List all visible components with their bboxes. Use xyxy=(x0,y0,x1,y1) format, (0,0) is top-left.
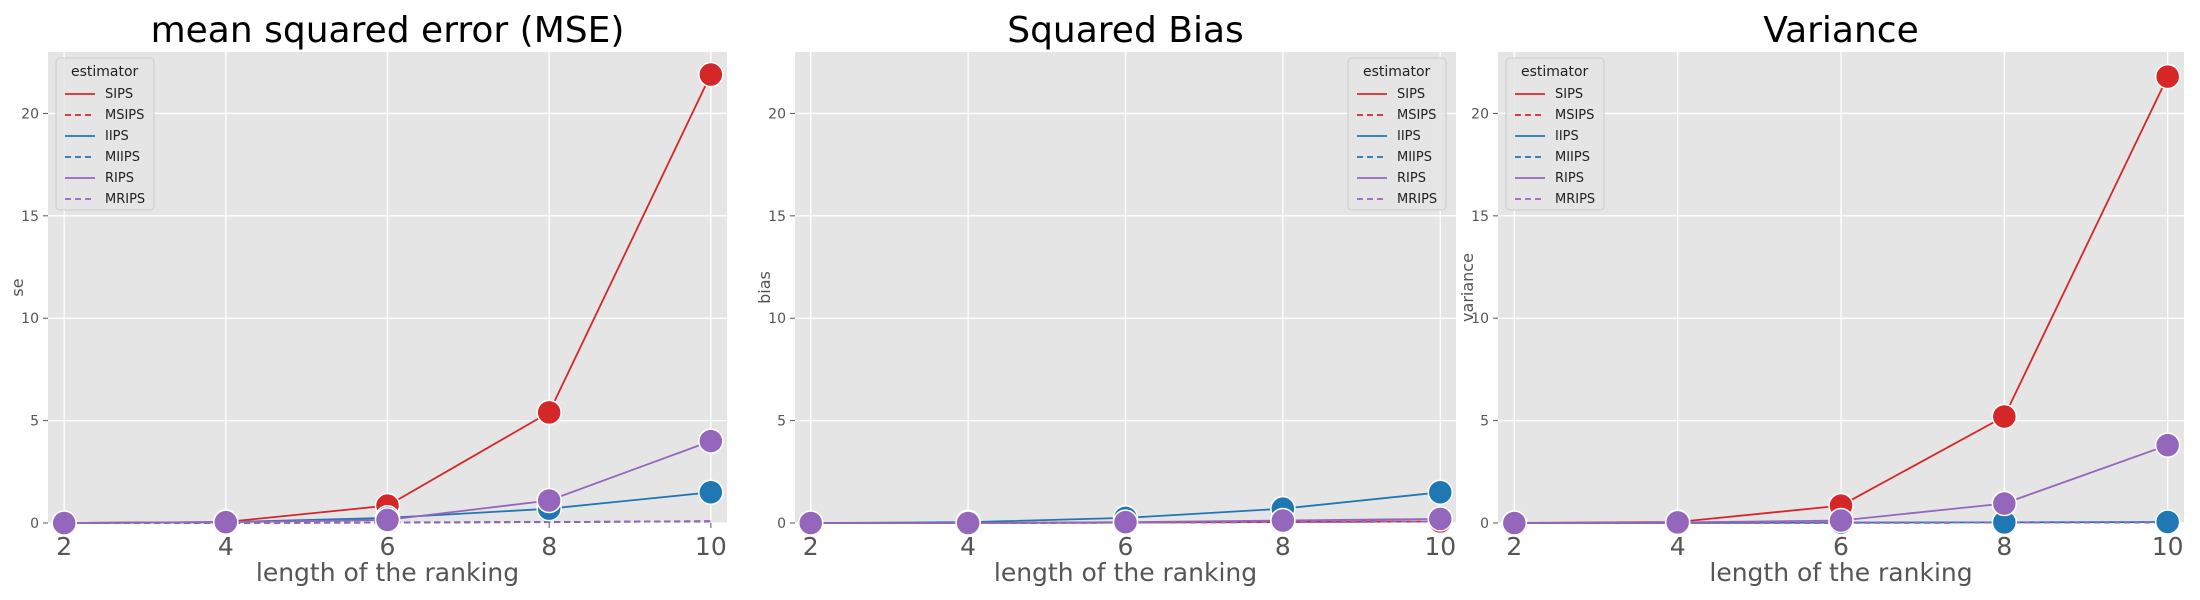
data-point-sips xyxy=(536,399,562,426)
y-tick-label: 0 xyxy=(777,516,786,532)
data-point-rips xyxy=(1427,506,1454,532)
legend-label-iips: IIPS xyxy=(1397,129,1421,144)
legend-label-iips: IIPS xyxy=(105,129,129,144)
data-point-sips xyxy=(698,61,724,88)
y-axis-label: variance xyxy=(1458,253,1477,322)
x-tick-label: 6 xyxy=(1833,532,1849,561)
y-tick-label: 5 xyxy=(30,414,39,430)
y-tick-label: 10 xyxy=(21,311,39,327)
legend-label-miips: MIIPS xyxy=(105,150,140,165)
legend-label-miips: MIIPS xyxy=(1397,150,1432,165)
chart-title: Variance xyxy=(1763,10,1919,51)
legend-label-rips: RIPS xyxy=(1555,171,1584,186)
y-tick-label: 0 xyxy=(1480,516,1489,532)
data-point-rips xyxy=(51,510,77,536)
legend: estimator SIPS MSIPS IIPS MIIPS RIPS MRIPS xyxy=(55,57,155,211)
y-tick-label: 5 xyxy=(1480,414,1489,430)
legend-label-mrips: MRIPS xyxy=(1397,192,1437,207)
data-point-rips xyxy=(374,507,401,533)
data-point-rips xyxy=(1664,509,1691,536)
legend-label-sips: SIPS xyxy=(1555,87,1583,102)
data-point-sips xyxy=(2154,63,2181,90)
x-axis-label: length of the ranking xyxy=(256,558,519,587)
x-tick-label: 2 xyxy=(803,532,819,561)
y-tick-label: 15 xyxy=(768,209,786,225)
legend-label-iips: IIPS xyxy=(1555,129,1579,144)
data-point-sips xyxy=(1991,403,2018,430)
x-tick-label: 4 xyxy=(218,532,234,561)
data-point-rips xyxy=(1828,507,1854,534)
legend-label-rips: RIPS xyxy=(1397,171,1426,186)
y-tick-label: 20 xyxy=(768,106,786,122)
data-point-rips xyxy=(797,510,824,536)
legend: estimator SIPS MSIPS IIPS MIIPS RIPS MRIPS xyxy=(1347,57,1447,211)
chart-title: Squared Bias xyxy=(1007,10,1244,51)
legend-title: estimator xyxy=(1363,64,1431,80)
x-tick-label: 6 xyxy=(380,532,396,561)
panel-3: Variance 2 4 6 8 10 0 5 10 15 20 length of the rank… xyxy=(1458,10,2184,587)
legend-box xyxy=(1347,57,1447,211)
panel-2: Squared Bias 2 4 6 8 10 0 5 10 15 20 length of the … xyxy=(755,10,1456,587)
legend-box xyxy=(1505,57,1605,211)
x-tick-label: 2 xyxy=(1506,532,1522,561)
legend-box xyxy=(55,57,155,211)
legend-label-miips: MIIPS xyxy=(1555,150,1590,165)
x-tick-label: 4 xyxy=(960,532,976,561)
y-tick-label: 15 xyxy=(1471,209,1489,225)
data-point-rips xyxy=(698,428,724,454)
data-point-rips xyxy=(1501,510,1528,536)
data-point-iips xyxy=(698,479,724,506)
x-tick-label: 8 xyxy=(1275,532,1291,561)
data-point-rips xyxy=(1270,507,1296,534)
x-tick-label: 10 xyxy=(2152,532,2184,561)
data-point-rips xyxy=(2154,432,2181,458)
data-point-rips xyxy=(1112,509,1139,535)
data-point-rips xyxy=(536,487,562,514)
data-point-rips xyxy=(213,509,239,535)
legend-label-mrips: MRIPS xyxy=(1555,192,1595,207)
series-line-mrips xyxy=(1514,521,2168,524)
legend-label-msips: MSIPS xyxy=(1555,108,1594,123)
x-tick-label: 8 xyxy=(541,532,557,561)
y-tick-label: 10 xyxy=(1471,311,1489,327)
legend-title: estimator xyxy=(1521,64,1589,80)
y-axis-label: se xyxy=(8,278,27,296)
data-point-iips xyxy=(1427,479,1454,506)
y-tick-label: 5 xyxy=(777,414,786,430)
legend-label-msips: MSIPS xyxy=(105,108,144,123)
x-tick-label: 10 xyxy=(695,532,727,561)
chart-title: mean squared error (MSE) xyxy=(151,10,625,51)
data-point-rips xyxy=(955,510,981,536)
panel-1: mean squared error (MSE) 2 4 6 8 10 0 5 10 15 20 le… xyxy=(8,10,727,587)
legend-label-sips: SIPS xyxy=(105,87,133,102)
y-tick-label: 10 xyxy=(768,311,786,327)
y-tick-label: 15 xyxy=(21,209,39,225)
x-tick-label: 8 xyxy=(1996,532,2012,561)
data-point-rips xyxy=(1991,490,2018,517)
y-axis-label: bias xyxy=(755,271,774,304)
y-tick-label: 20 xyxy=(1471,106,1489,122)
x-tick-label: 10 xyxy=(1424,532,1456,561)
legend-label-msips: MSIPS xyxy=(1397,108,1436,123)
legend-label-mrips: MRIPS xyxy=(105,192,145,207)
x-axis-label: length of the ranking xyxy=(994,558,1257,587)
x-tick-label: 2 xyxy=(56,532,72,561)
x-tick-label: 6 xyxy=(1118,532,1134,561)
y-tick-label: 0 xyxy=(30,516,39,532)
legend-label-rips: RIPS xyxy=(105,171,134,186)
x-tick-label: 4 xyxy=(1670,532,1686,561)
x-axis-label: length of the ranking xyxy=(1709,558,1972,587)
y-tick-label: 20 xyxy=(21,106,39,122)
data-point-iips xyxy=(2154,509,2181,535)
legend-label-sips: SIPS xyxy=(1397,87,1425,102)
legend-title: estimator xyxy=(71,64,139,80)
legend: estimator SIPS MSIPS IIPS MIIPS RIPS MRIPS xyxy=(1505,57,1605,211)
